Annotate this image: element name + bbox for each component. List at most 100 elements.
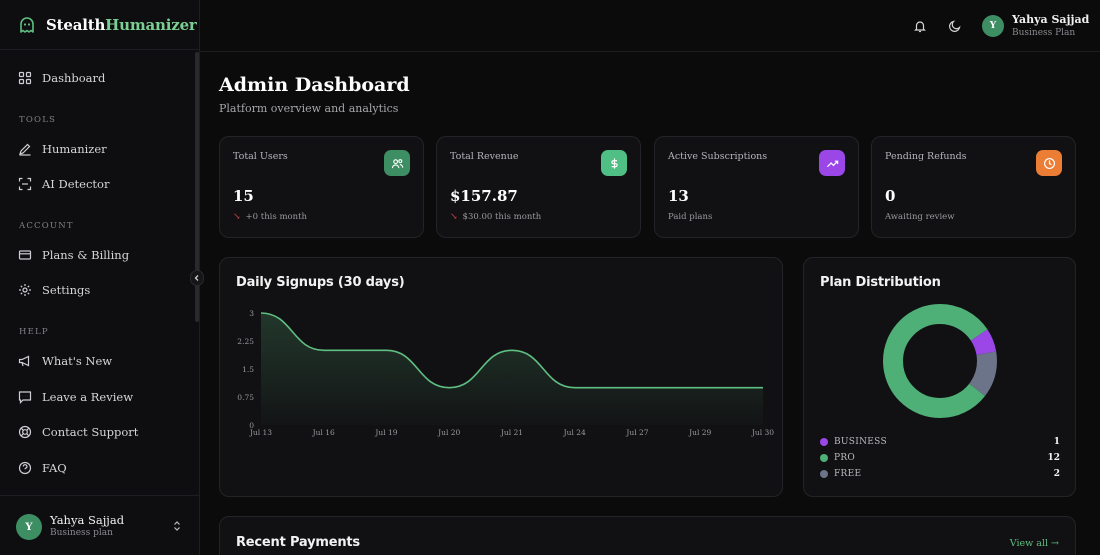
sidebar: StealthHumanizer Dashboard TOOLS Humaniz… [0, 0, 204, 555]
x-tick-label: Jul 13 [249, 428, 272, 437]
sidebar-item-whats-new[interactable]: What's New [18, 351, 112, 371]
x-tick-label: Jul 20 [437, 428, 460, 437]
legend-item-free: FREE 2 [820, 467, 1060, 481]
stat-title: Pending Refunds [885, 151, 967, 162]
gear-icon [19, 284, 31, 296]
sidebar-item-dashboard[interactable]: Dashboard [18, 68, 105, 88]
y-tick-label: 0.75 [237, 393, 254, 402]
page-subtitle: Platform overview and analytics [219, 102, 399, 115]
user-name: Yahya Sajjad [50, 513, 125, 527]
clock-icon [1043, 157, 1055, 169]
message-icon [18, 391, 32, 404]
x-tick-label: Jul 21 [500, 428, 523, 437]
section-label-account: ACCOUNT [19, 221, 74, 231]
sidebar-item-label: Contact Support [42, 425, 139, 439]
trending-up-icon [826, 160, 838, 167]
sidebar-item-settings[interactable]: Settings [18, 280, 90, 300]
plan-distribution-donut [883, 304, 997, 418]
user-name: Yahya Sajjad [1012, 13, 1090, 26]
user-plan: Business Plan [1012, 28, 1076, 38]
topbar: Y Yahya Sajjad Business Plan [200, 0, 1100, 52]
stat-title: Total Revenue [450, 151, 519, 162]
stat-value: 15 [233, 187, 254, 205]
x-tick-label: Jul 29 [688, 428, 711, 437]
legend-label: PRO [834, 453, 856, 463]
stat-icon-box [384, 150, 410, 176]
legend-label: FREE [834, 469, 862, 479]
chevron-left-icon [194, 275, 199, 281]
stat-card-total-users: Total Users 15 ↘ +0 this month [219, 136, 424, 238]
sidebar-item-label: AI Detector [42, 177, 110, 191]
chevron-up-down-icon [174, 521, 180, 531]
donut-slice-pro[interactable] [883, 304, 997, 418]
lifebuoy-icon [18, 425, 32, 439]
x-tick-label: Jul 30 [751, 428, 774, 437]
legend-item-business: BUSINESS 1 [820, 435, 1060, 449]
brand[interactable]: StealthHumanizer [0, 0, 199, 50]
y-tick-label: 3 [249, 309, 254, 318]
stat-icon-box [1036, 150, 1062, 176]
card-title: Recent Payments [236, 535, 360, 550]
avatar[interactable]: Y [982, 15, 1004, 37]
stat-value: 0 [885, 187, 896, 205]
sidebar-item-ai-detector[interactable]: AI Detector [18, 174, 109, 194]
card-title: Plan Distribution [820, 275, 941, 290]
legend-dot [820, 438, 828, 446]
stat-title: Active Subscriptions [668, 151, 768, 162]
stat-value: 13 [668, 187, 689, 205]
x-tick-label: Jul 24 [563, 428, 586, 437]
recent-payments-card: Recent Payments View all → [219, 516, 1076, 555]
user-plan: Business plan [50, 528, 113, 538]
stat-note: Awaiting review [885, 212, 955, 222]
plan-distribution-card: Plan Distribution BUSINESS 1 PRO 1 2 FREE… [803, 257, 1076, 497]
megaphone-icon [18, 355, 30, 367]
sidebar-item-faq[interactable]: FAQ [18, 458, 67, 478]
legend-value: 2 [1053, 469, 1060, 479]
sidebar-item-humanizer[interactable]: Humanizer [18, 139, 107, 159]
sidebar-collapse-button[interactable] [190, 270, 204, 286]
stat-icon-box [601, 150, 627, 176]
sidebar-item-label: Humanizer [42, 142, 107, 156]
stat-card-total-revenue: Total Revenue $157.87 ↘ $30.00 this month [436, 136, 641, 238]
moon-icon[interactable] [948, 19, 962, 33]
stat-title: Total Users [233, 151, 288, 162]
main-content: Admin Dashboard Platform overview and an… [200, 52, 1100, 555]
daily-signups-chart: 0 0.75 1.5 2.25 3 Jul 13 Jul 16 Jul 19 Jul 20 Jul… [237, 309, 774, 437]
donut-slice-free[interactable] [883, 304, 997, 418]
sidebar-user-menu[interactable]: Y Yahya Sajjad Business plan [0, 495, 200, 555]
sidebar-item-label: What's New [42, 354, 113, 368]
scan-icon [18, 177, 32, 191]
area-fill [261, 313, 763, 425]
legend-value: 1 [1053, 437, 1060, 447]
pen-icon [19, 143, 31, 156]
credit-card-icon [18, 250, 32, 260]
daily-signups-card: Daily Signups (30 days) 0 0.75 1.5 2.25 3 Jul… [219, 257, 783, 497]
dashboard-grid-icon [18, 71, 32, 85]
page-title: Admin Dashboard [219, 74, 410, 96]
view-all-link[interactable]: View all → [1009, 538, 1059, 549]
stat-note: ↘ $30.00 this month [450, 212, 542, 222]
sidebar-item-leave-review[interactable]: Leave a Review [18, 387, 133, 407]
sidebar-scrollbar[interactable] [195, 52, 199, 322]
sidebar-item-contact-support[interactable]: Contact Support [18, 422, 138, 442]
legend-dot [820, 454, 828, 462]
card-title: Daily Signups (30 days) [236, 275, 405, 290]
sidebar-item-label: Dashboard [42, 71, 106, 85]
x-tick-label: Jul 27 [625, 428, 648, 437]
avatar: Y [16, 514, 42, 540]
brand-name: StealthHumanizer [46, 15, 197, 34]
bell-icon[interactable] [913, 19, 927, 33]
stat-note: ↘ +0 this month [233, 212, 307, 222]
trend-down-icon: ↘ [233, 212, 241, 222]
trend-down-icon: ↘ [450, 212, 458, 222]
series-line [260, 312, 763, 389]
y-tick-label: 0 [249, 421, 254, 430]
legend-label: BUSINESS [834, 437, 887, 447]
section-label-tools: TOOLS [19, 115, 57, 125]
sidebar-item-label: Settings [42, 283, 91, 297]
sidebar-item-plans-billing[interactable]: Plans & Billing [18, 245, 129, 265]
stat-value: $157.87 [450, 187, 518, 205]
ghost-logo-icon [20, 16, 34, 33]
help-circle-icon [18, 461, 32, 475]
stat-card-active-subscriptions: Active Subscriptions 13 Paid plans [654, 136, 859, 238]
